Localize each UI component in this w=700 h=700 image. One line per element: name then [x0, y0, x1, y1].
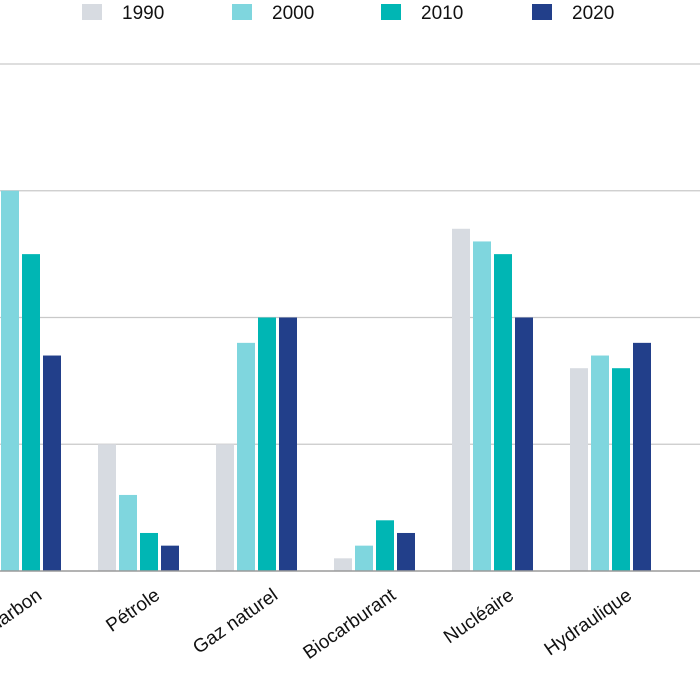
legend-label-2010: 2010 [421, 3, 463, 24]
x-tick-labels: Charbon Pétrole Gaz naturel Biocarburant Nuc… [0, 584, 700, 663]
bar-2000-2 [237, 342, 255, 571]
bar-2010-4 [494, 254, 512, 571]
bar-1990-1 [98, 444, 116, 571]
x-tick-label: Pétrole [103, 585, 164, 637]
legend-swatch-1990 [82, 4, 102, 20]
legend-label-2020: 2020 [572, 3, 614, 24]
bar-2020-2 [279, 317, 297, 571]
bar-2020-0 [43, 355, 61, 571]
bar-2010-1 [140, 532, 158, 571]
legend-label-2000: 2000 [272, 3, 314, 24]
legend: 1990 2000 2010 2020 [82, 3, 614, 24]
bar-2010-3 [376, 520, 394, 571]
legend-label-1990: 1990 [122, 3, 164, 24]
bar-2020-4 [515, 317, 533, 571]
x-tick-label: Charbon [0, 585, 46, 644]
bar-2000-5 [591, 355, 609, 571]
bar-2000-0 [1, 190, 19, 571]
x-tick-label: Biocarburant [300, 584, 401, 663]
legend-swatch-2010 [381, 4, 401, 20]
bar-2020-1 [161, 545, 179, 571]
bar-2000-4 [473, 241, 491, 571]
bar-1990-4 [452, 228, 470, 571]
x-tick-label: Gaz naturel [189, 585, 282, 659]
bar-2010-2 [258, 317, 276, 571]
bar-1990-3 [334, 558, 352, 571]
x-tick-label: Nucléaire [440, 585, 518, 648]
bar-1990-2 [216, 444, 234, 571]
bar-2000-3 [355, 545, 373, 571]
bar-1990-5 [570, 368, 588, 571]
bar-2000-1 [119, 494, 137, 571]
bar-2020-3 [397, 532, 415, 571]
bar-2020-5 [633, 342, 651, 571]
x-tick-label: Hydraulique [541, 585, 636, 660]
bars [1, 190, 651, 571]
bar-2010-0 [22, 254, 40, 571]
legend-swatch-2000 [232, 4, 252, 20]
bar-2010-5 [612, 368, 630, 571]
legend-swatch-2020 [532, 4, 552, 20]
